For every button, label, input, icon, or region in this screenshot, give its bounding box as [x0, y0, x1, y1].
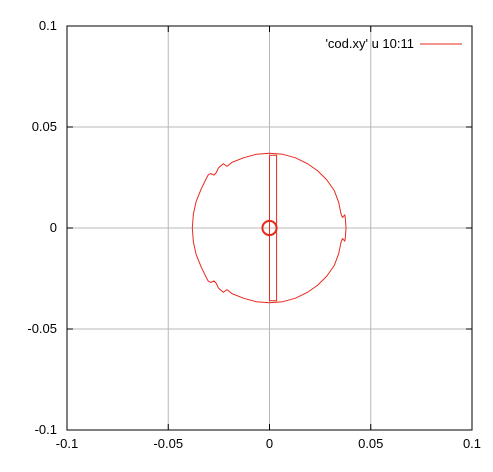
y-tick-label: 0 — [50, 220, 57, 235]
y-tick-label: -0.1 — [35, 422, 57, 437]
y-tick-label: 0.1 — [39, 18, 57, 33]
x-tick-label: -0.1 — [56, 436, 78, 451]
x-tick-label: 0.05 — [358, 436, 383, 451]
x-tick-label: 0.1 — [463, 436, 481, 451]
series-curve — [191, 152, 347, 304]
y-tick-label: 0.05 — [32, 119, 57, 134]
series-central-ring — [261, 219, 278, 237]
series-curve — [269, 154, 278, 302]
axis-ticks: -0.1 -0.05 0 0.05 0.1 -0.1 -0.05 0 0.05 0.1 — [27, 18, 481, 451]
legend: 'cod.xy' u 10:11 — [325, 36, 462, 51]
legend-label: 'cod.xy' u 10:11 — [325, 36, 414, 51]
x-tick-label: -0.05 — [153, 436, 183, 451]
y-tick-label: -0.05 — [27, 321, 57, 336]
plot-area — [191, 152, 347, 304]
x-tick-label: 0 — [266, 436, 273, 451]
